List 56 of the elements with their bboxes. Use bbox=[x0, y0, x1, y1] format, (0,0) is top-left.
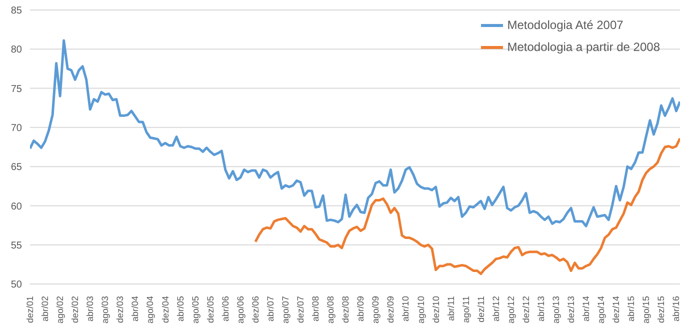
x-tick-label: ago/06 bbox=[235, 296, 246, 324]
x-tick-label: dez/09 bbox=[386, 296, 396, 324]
legend-label: Metodologia a partir de 2008 bbox=[507, 39, 660, 56]
y-tick-label: 80 bbox=[10, 44, 22, 56]
x-tick-label: abr/02 bbox=[40, 296, 50, 322]
x-tick-label: abr/08 bbox=[310, 296, 321, 322]
y-tick-label: 75 bbox=[10, 84, 22, 95]
x-tick-label: dez/08 bbox=[340, 296, 351, 324]
x-tick-label: dez/01 bbox=[25, 296, 35, 324]
x-tick-label: ago/14 bbox=[596, 296, 606, 324]
y-tick-label: 60 bbox=[10, 201, 22, 212]
x-tick-label: abr/12 bbox=[490, 296, 501, 322]
x-tick-label: abr/09 bbox=[356, 296, 366, 322]
x-tick-label: dez/14 bbox=[611, 296, 622, 324]
x-tick-label: ago/09 bbox=[370, 296, 381, 324]
x-tick-label: abr/10 bbox=[400, 296, 411, 322]
y-tick-label: 85 bbox=[10, 6, 22, 17]
line-series bbox=[30, 39, 680, 228]
legend-label: Metodologia Até 2007 bbox=[507, 17, 624, 34]
x-tick-label: abr/13 bbox=[536, 296, 546, 322]
x-tick-label: abr/15 bbox=[626, 296, 636, 322]
x-tick-label: abr/16 bbox=[671, 296, 682, 322]
x-tick-label: ago/15 bbox=[641, 296, 652, 324]
x-tick-label: abr/05 bbox=[175, 296, 186, 322]
x-tick-label: dez/11 bbox=[476, 296, 486, 322]
x-tick-label: dez/15 bbox=[656, 296, 666, 324]
x-tick-label: ago/03 bbox=[100, 296, 110, 324]
y-tick-label: 55 bbox=[10, 240, 22, 252]
line-series bbox=[254, 137, 680, 276]
x-tick-label: dez/02 bbox=[70, 296, 80, 324]
x-tick-label: ago/08 bbox=[326, 296, 336, 324]
x-tick-label: abr/06 bbox=[220, 296, 230, 322]
x-tick-label: ago/12 bbox=[506, 296, 516, 324]
x-tick-label: ago/10 bbox=[416, 296, 426, 324]
x-tick-label: dez/07 bbox=[296, 296, 306, 324]
x-tick-label: abr/07 bbox=[265, 296, 276, 322]
x-tick-label: ago/02 bbox=[55, 296, 66, 324]
x-tick-label: abr/11 bbox=[446, 296, 456, 321]
x-tick-label: dez/03 bbox=[115, 296, 126, 324]
x-tick-label: dez/10 bbox=[430, 296, 441, 324]
x-tick-label: abr/14 bbox=[581, 296, 592, 322]
y-tick-label: 65 bbox=[10, 162, 22, 174]
x-tick-label: abr/03 bbox=[85, 296, 96, 322]
x-tick-label: dez/04 bbox=[160, 296, 170, 324]
x-tick-label: ago/05 bbox=[190, 296, 200, 324]
x-tick-label: dez/12 bbox=[520, 296, 531, 324]
x-tick-label: dez/05 bbox=[205, 296, 216, 324]
y-tick-label: 50 bbox=[10, 280, 22, 291]
x-tick-label: ago/13 bbox=[551, 296, 562, 324]
x-tick-label: ago/07 bbox=[280, 296, 290, 324]
x-tick-label: ago/11 bbox=[460, 296, 471, 323]
y-tick-label: 70 bbox=[10, 122, 22, 134]
x-tick-label: abr/04 bbox=[130, 296, 140, 322]
x-tick-label: dez/06 bbox=[250, 296, 260, 324]
x-tick-label: ago/04 bbox=[145, 296, 156, 324]
x-tick-label: dez/13 bbox=[566, 296, 576, 324]
